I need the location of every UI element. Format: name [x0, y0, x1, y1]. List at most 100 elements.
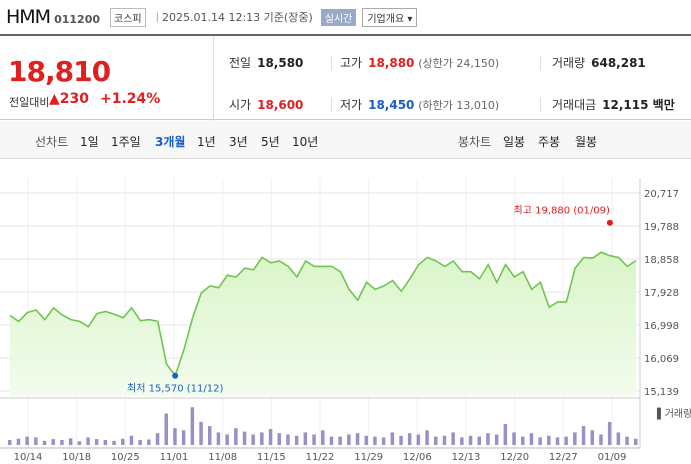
volume-bar — [103, 440, 108, 445]
realtime-button[interactable]: 실시간 — [320, 8, 357, 26]
volume-bar — [634, 438, 638, 445]
volume-bar — [616, 432, 621, 445]
x-tick-label: 12/20 — [500, 452, 529, 463]
tab-5year[interactable]: 5년 — [261, 135, 280, 149]
volume-bar — [521, 436, 525, 445]
price-chart[interactable]: 20,717 19,788 18,858 17,928 16,998 16,069 15,1… — [0, 178, 691, 464]
volume-bar — [138, 440, 142, 445]
volume-bar — [60, 440, 64, 445]
volume-bar — [312, 434, 316, 445]
volume-bar — [573, 432, 577, 445]
tab-3month[interactable]: 3개월 — [155, 135, 186, 149]
volume: 거래량 648,281 — [552, 54, 646, 71]
volume-bar — [86, 437, 90, 445]
volume-bar — [94, 439, 99, 445]
stock-code: 011200 — [54, 12, 101, 26]
volume-bar — [294, 435, 299, 445]
chart-tabs: 선차트 1일 1주일 3개월 1년 3년 5년 10년 봉차트 일봉 주봉 월봉 — [0, 121, 691, 159]
line-chart-label: 선차트 — [35, 135, 69, 149]
volume-bar — [164, 413, 168, 445]
company-info-button[interactable]: 기업개요 ▾ — [362, 7, 418, 27]
quote-datetime: 2025.01.14 12:13 기준(장중) — [162, 11, 313, 24]
tab-1year[interactable]: 1년 — [197, 135, 216, 149]
x-tick-label: 10/14 — [14, 452, 43, 463]
x-tick-label: 12/06 — [403, 452, 432, 463]
trade-amount: 거래대금 12,115 백만 — [552, 96, 675, 113]
volume-bar — [590, 430, 594, 445]
volume-bar — [538, 437, 542, 445]
company-info-label: 기업개요 — [367, 13, 405, 25]
volume-bar — [155, 433, 160, 445]
open-price: 시가 18,600 — [229, 96, 303, 113]
volume-bar — [486, 433, 490, 445]
y-tick-label: 15,139 — [644, 387, 679, 398]
tab-monthly-candle[interactable]: 월봉 — [575, 135, 598, 149]
prev-close-label: 전일 — [229, 56, 252, 70]
volume-bar — [260, 432, 264, 445]
market-badge: 코스피 — [110, 7, 146, 27]
tab-1week[interactable]: 1주일 — [111, 135, 141, 149]
volume-bar — [460, 437, 464, 445]
volume-bar — [234, 428, 238, 445]
volume-bar — [77, 441, 82, 445]
price-change-percent: +1.24% — [100, 91, 161, 107]
tab-10year[interactable]: 10년 — [292, 135, 319, 149]
price-area-fill — [10, 252, 636, 396]
cell-divider — [331, 98, 332, 112]
low-price: 저가 18,450 (하한가 13,010) — [340, 96, 499, 113]
volume-bar — [286, 434, 290, 445]
volume-bar — [121, 438, 125, 445]
volume-bar — [173, 428, 177, 445]
tab-weekly-candle[interactable]: 주봉 — [538, 135, 561, 149]
amount-label: 거래대금 — [552, 98, 597, 112]
tab-daily-candle[interactable]: 일봉 — [503, 135, 526, 149]
volume-bar — [529, 433, 534, 445]
volume-bar — [364, 435, 368, 445]
volume-bar — [181, 430, 186, 445]
open-label: 시가 — [229, 98, 252, 112]
stock-name[interactable]: HMM — [6, 6, 51, 28]
open-value: 18,600 — [257, 98, 304, 112]
volume-bar — [68, 438, 73, 445]
x-tick-label: 12/27 — [549, 452, 578, 463]
high-label: 최고 19,880 (01/09) — [514, 205, 610, 217]
high-price: 고가 18,880 (상한가 24,150) — [340, 54, 499, 71]
volume-bar — [242, 431, 247, 445]
y-tick-label: 20,717 — [644, 189, 679, 200]
volume-bar — [225, 434, 229, 445]
volume-bar — [607, 421, 612, 445]
volume-bar — [25, 436, 29, 445]
volume-bar — [268, 429, 273, 445]
quote-divider — [213, 36, 214, 121]
separator-icon: | — [155, 11, 159, 23]
volume-bar — [434, 436, 438, 445]
tab-1day[interactable]: 1일 — [80, 135, 99, 149]
volume-bar — [581, 426, 586, 445]
price-change: ▲230 — [49, 91, 89, 107]
amount-value: 12,115 백만 — [602, 98, 675, 112]
volume-bar — [399, 435, 403, 445]
volume-bar — [381, 437, 386, 445]
candle-chart-label: 봉차트 — [458, 135, 492, 149]
x-tick-label: 11/15 — [257, 452, 286, 463]
volume-bar — [564, 436, 568, 445]
low-label: 저가 — [340, 98, 363, 112]
high-label: 고가 — [340, 56, 363, 70]
volume-bar — [51, 439, 55, 445]
high-value: 18,880 — [368, 56, 415, 70]
volume-bar — [416, 434, 421, 445]
tab-3year[interactable]: 3년 — [229, 135, 248, 149]
volume-bar — [442, 435, 447, 445]
volume-bar — [625, 436, 629, 445]
volume-bar — [321, 430, 325, 445]
volume-bar — [407, 433, 412, 445]
y-tick-label: 16,069 — [644, 354, 679, 365]
volume-bar — [355, 433, 360, 445]
volume-bar — [547, 435, 551, 445]
volume-bar — [147, 439, 151, 445]
volume-bar — [251, 434, 255, 445]
quote-panel: 18,810 전일대비 ▲230 +1.24% 전일 18,580 고가 18,88… — [0, 34, 691, 121]
volume-bar — [277, 433, 281, 445]
chevron-down-icon: ▾ — [407, 13, 413, 25]
y-tick-label: 16,998 — [644, 321, 679, 332]
